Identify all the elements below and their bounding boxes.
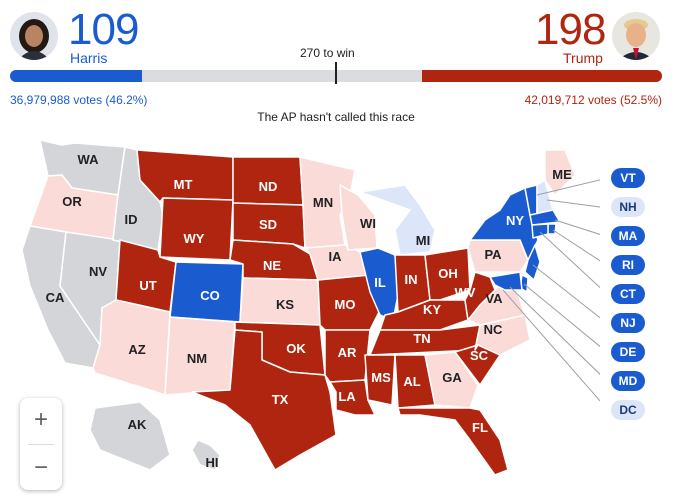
state-label-CO: CO — [200, 288, 220, 303]
trump-avatar — [612, 12, 660, 60]
state-WY[interactable] — [159, 197, 234, 261]
state-label-NC: NC — [484, 322, 503, 337]
state-label-IN: IN — [405, 272, 418, 287]
electoral-progress-bar — [10, 70, 662, 82]
race-status: The AP hasn't called this race — [257, 110, 415, 124]
state-LA[interactable] — [329, 379, 376, 416]
state-WV[interactable] — [464, 271, 496, 321]
state-NJ[interactable] — [524, 244, 541, 281]
state-label-OR: OR — [62, 194, 82, 209]
state-label-MO: MO — [335, 297, 356, 312]
state-label-FL: FL — [472, 420, 488, 435]
harris-progress-fill — [10, 70, 142, 82]
state-label-SC: SC — [470, 348, 489, 363]
state-label-IL: IL — [374, 275, 386, 290]
state-label-WA: WA — [78, 152, 100, 167]
state-label-HI: HI — [206, 455, 219, 470]
state-label-WV: WV — [455, 285, 476, 300]
state-label-PA: PA — [484, 247, 502, 262]
state-label-NY: NY — [506, 213, 524, 228]
state-label-TX: TX — [272, 392, 289, 407]
us-electoral-map[interactable]: WA OR CA NV ID MT WY UT AZ CO NM ND SD N… — [0, 120, 600, 500]
state-label-WI: WI — [360, 216, 376, 231]
state-label-MI: MI — [416, 233, 430, 248]
state-MN[interactable] — [299, 156, 356, 249]
state-label-UT: UT — [139, 278, 156, 293]
state-RI[interactable] — [547, 223, 557, 235]
harris-name: Harris — [70, 50, 108, 66]
state-label-MT: MT — [174, 177, 193, 192]
state-MS[interactable] — [364, 354, 396, 406]
state-label-NM: NM — [187, 351, 207, 366]
state-label-VA: VA — [485, 291, 503, 306]
state-label-AZ: AZ — [128, 342, 145, 357]
state-HI[interactable] — [191, 439, 221, 471]
zoom-divider — [28, 444, 54, 445]
harris-popular-vote: 36,979,988 votes (46.2%) — [10, 93, 148, 107]
harris-avatar — [10, 12, 58, 60]
trump-name: Trump — [563, 50, 603, 66]
state-label-ME: ME — [552, 167, 572, 182]
state-label-TN: TN — [413, 331, 430, 346]
state-FL[interactable] — [397, 407, 509, 476]
legend-pill-RI[interactable]: RI — [611, 255, 645, 275]
state-label-ND: ND — [259, 179, 278, 194]
state-label-OH: OH — [438, 266, 458, 281]
threshold-marker — [335, 62, 337, 84]
state-label-WY: WY — [184, 231, 205, 246]
trump-popular-vote: 42,019,712 votes (52.5%) — [524, 93, 662, 107]
legend-pill-NH[interactable]: NH — [611, 197, 645, 217]
state-label-OK: OK — [286, 341, 306, 356]
state-label-CA: CA — [46, 290, 65, 305]
zoom-in-button[interactable]: + — [33, 406, 48, 433]
legend-pill-MA[interactable]: MA — [611, 226, 645, 246]
state-label-KY: KY — [423, 302, 441, 317]
state-MI[interactable] — [359, 184, 436, 256]
state-label-ID: ID — [125, 212, 138, 227]
state-AK[interactable] — [89, 401, 171, 471]
zoom-out-button[interactable]: − — [33, 454, 48, 481]
state-label-AK: AK — [128, 417, 147, 432]
legend-pill-DC[interactable]: DC — [611, 400, 645, 420]
legend-pill-VT[interactable]: VT — [611, 168, 645, 188]
state-label-SD: SD — [259, 217, 277, 232]
state-MD[interactable] — [489, 271, 523, 291]
state-label-AR: AR — [338, 345, 357, 360]
harris-electoral-votes: 109 — [68, 5, 139, 54]
state-label-MN: MN — [313, 195, 333, 210]
state-label-GA: GA — [442, 370, 462, 385]
state-label-AL: AL — [403, 374, 420, 389]
threshold-label: 270 to win — [300, 46, 355, 60]
trump-electoral-votes: 198 — [535, 5, 606, 54]
state-CT[interactable] — [531, 223, 549, 239]
state-SD[interactable] — [232, 202, 306, 249]
legend-pill-CT[interactable]: CT — [611, 284, 645, 304]
legend-pill-MD[interactable]: MD — [611, 371, 645, 391]
state-label-NV: NV — [89, 264, 107, 279]
state-label-MS: MS — [371, 370, 391, 385]
state-IL[interactable] — [359, 247, 399, 321]
state-label-IA: IA — [329, 249, 343, 264]
state-ME[interactable] — [544, 149, 576, 196]
state-TX[interactable] — [191, 329, 337, 471]
state-label-KS: KS — [276, 297, 294, 312]
zoom-controls: + − — [20, 398, 62, 490]
state-OH[interactable] — [424, 247, 471, 301]
state-label-LA: LA — [338, 389, 356, 404]
legend-pill-DE[interactable]: DE — [611, 342, 645, 362]
state-label-NE: NE — [263, 258, 281, 273]
trump-progress-fill — [422, 70, 662, 82]
legend-pill-NJ[interactable]: NJ — [611, 313, 645, 333]
